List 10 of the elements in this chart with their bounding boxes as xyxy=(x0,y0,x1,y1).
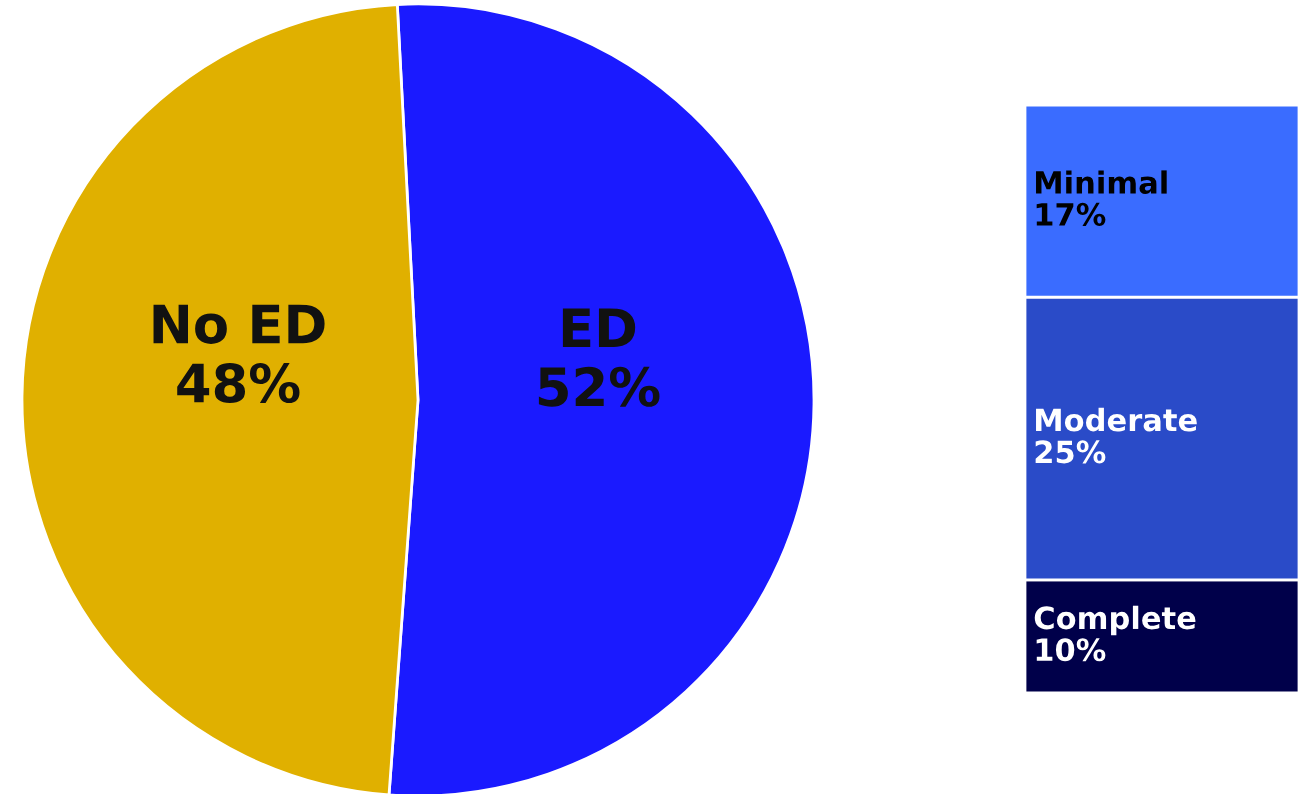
series-label: Complete xyxy=(1034,605,1196,636)
data-label: 17% xyxy=(1036,202,1106,226)
slice-label: No ED xyxy=(153,304,325,344)
data-label: 10% xyxy=(1036,638,1106,662)
series-label: Minimal xyxy=(1036,170,1167,195)
series-label: Moderate xyxy=(1036,407,1197,432)
data-label: 48% xyxy=(177,363,300,403)
slice-label: ED xyxy=(562,308,636,347)
data-label: 52% xyxy=(538,366,660,407)
data-label: 25% xyxy=(1035,440,1106,464)
